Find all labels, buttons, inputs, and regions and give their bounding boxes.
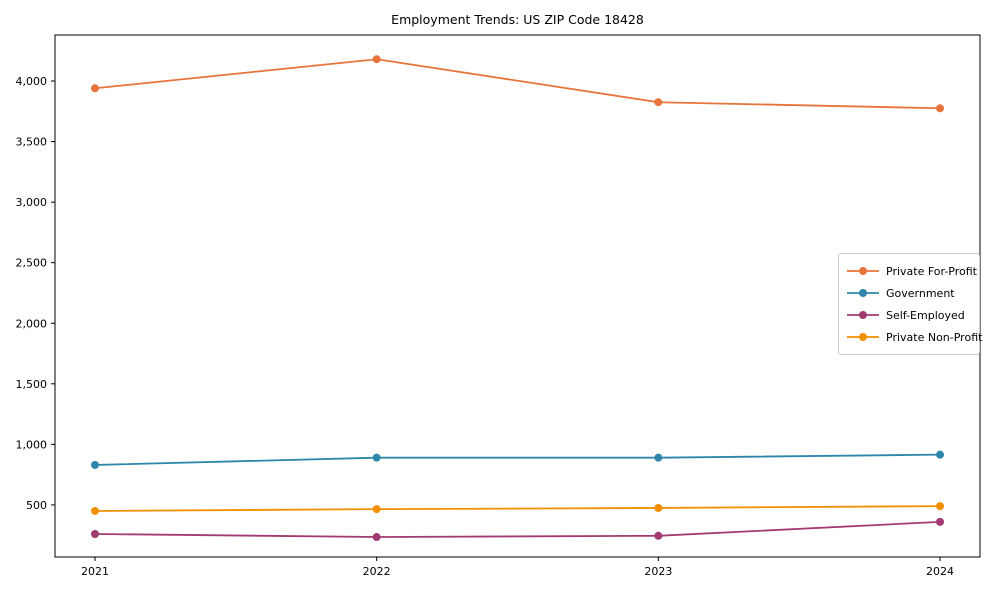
y-tick-label: 4,000 xyxy=(16,75,48,88)
legend-label: Private Non-Profit xyxy=(886,330,983,344)
data-point-marker xyxy=(654,98,663,107)
data-point-marker xyxy=(936,517,944,526)
data-point-marker xyxy=(372,533,381,542)
x-tick-label: 2021 xyxy=(81,565,109,578)
y-tick-label: 1,000 xyxy=(16,438,48,451)
y-tick-label: 2,500 xyxy=(16,257,48,270)
legend-line-marker-icon xyxy=(847,311,879,319)
chart-title: Employment Trends: US ZIP Code 18428 xyxy=(391,12,644,27)
data-point-marker xyxy=(91,529,99,538)
legend-line-marker-icon xyxy=(847,333,879,341)
legend-label: Government xyxy=(886,286,955,300)
series-line xyxy=(94,520,941,538)
series-line xyxy=(94,505,941,512)
y-tick-label: 3,500 xyxy=(16,136,48,149)
y-tick-label: 3,000 xyxy=(16,196,48,209)
data-point-marker xyxy=(372,453,381,462)
legend-item: Private For-Profit xyxy=(846,261,977,281)
plot-border xyxy=(54,34,981,558)
legend-label: Private For-Profit xyxy=(886,264,977,278)
data-point-marker xyxy=(654,531,663,540)
data-point-marker xyxy=(91,84,99,93)
legend-line-marker-icon xyxy=(847,289,879,297)
data-point-marker xyxy=(936,104,944,113)
series-line xyxy=(94,58,941,110)
x-tick-label: 2024 xyxy=(926,565,954,578)
y-tick-label: 1,500 xyxy=(16,378,48,391)
y-tick-label: 500 xyxy=(26,499,47,512)
data-point-marker xyxy=(91,506,99,515)
y-tick-label: 2,000 xyxy=(16,317,48,330)
data-point-marker xyxy=(654,503,663,512)
x-tick-label: 2023 xyxy=(644,565,672,578)
data-point-marker xyxy=(654,453,663,462)
legend-line-marker-icon xyxy=(847,267,879,275)
legend-item: Private Non-Profit xyxy=(846,327,982,347)
data-point-marker xyxy=(372,505,381,514)
legend: Private For-Profit Government Self-Employe… xyxy=(838,253,982,355)
x-tick-label: 2022 xyxy=(363,565,391,578)
legend-label: Self-Employed xyxy=(886,308,965,322)
data-point-marker xyxy=(372,55,381,64)
data-point-marker xyxy=(936,502,944,511)
legend-item: Self-Employed xyxy=(846,305,971,325)
series-line xyxy=(94,453,941,466)
legend-item: Government xyxy=(846,283,971,303)
data-point-marker xyxy=(91,460,99,469)
data-point-marker xyxy=(936,450,944,459)
